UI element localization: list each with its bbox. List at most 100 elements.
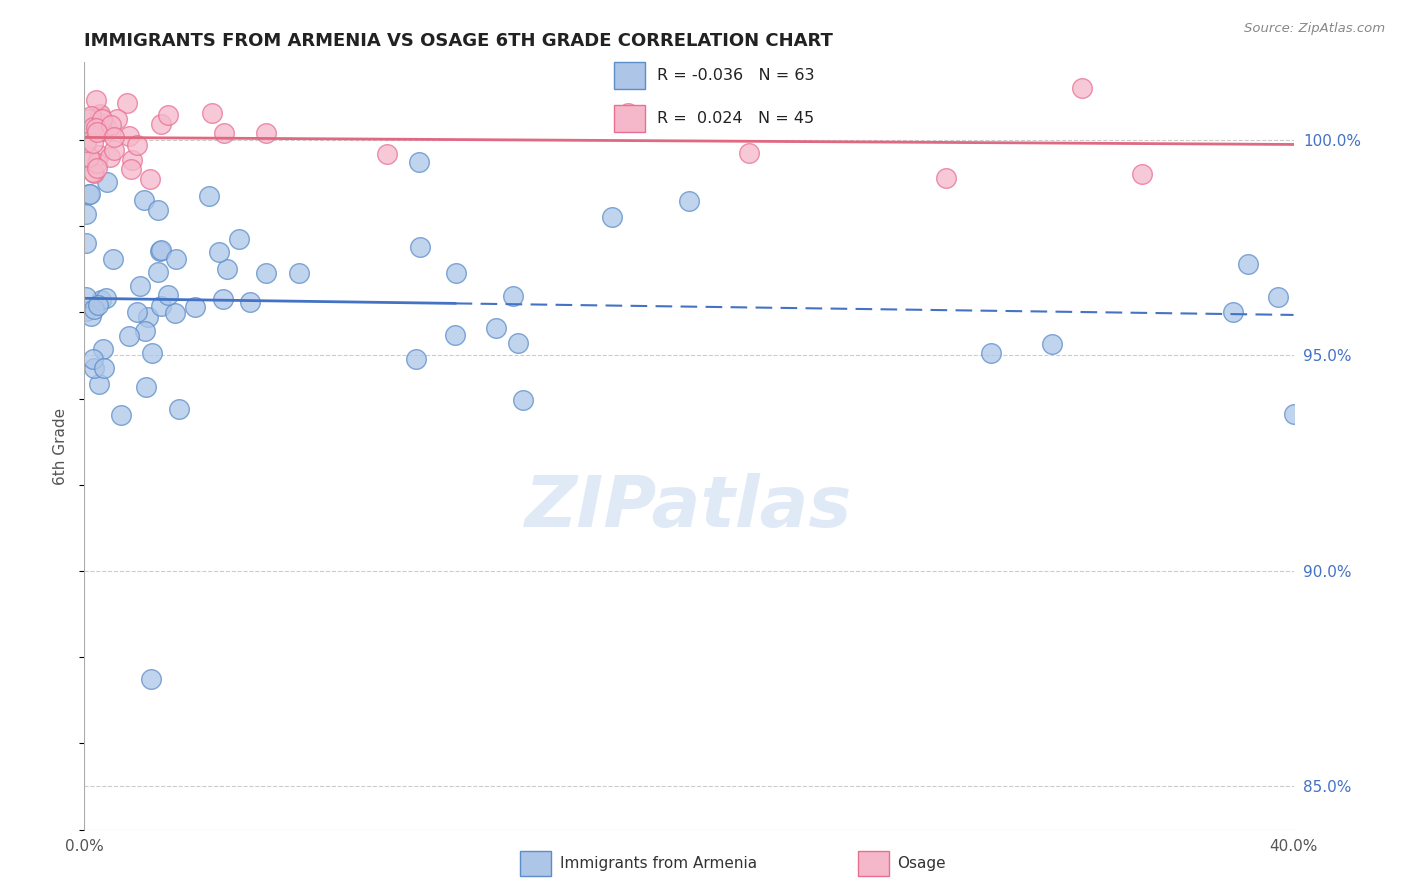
Point (375, 147, 398, 161)
Point (83, 302, 105, 317)
Point (980, 346, 1002, 360)
Point (208, 244, 231, 259)
Point (217, 262, 239, 277)
Point (139, 672, 162, 686)
Point (75, 207, 97, 221)
Point (228, 231, 250, 245)
Point (1267, 290, 1289, 304)
Point (405, 351, 427, 366)
Point (128, 278, 150, 293)
Point (76, 135, 98, 149)
FancyBboxPatch shape (614, 105, 645, 132)
Point (110, 409, 132, 423)
Point (156, 108, 179, 122)
Point (118, 329, 141, 343)
Point (82, 352, 104, 367)
Point (167, 402, 190, 417)
Text: R = -0.036   N = 63: R = -0.036 N = 63 (657, 69, 814, 83)
Point (138, 172, 160, 186)
Point (136, 310, 159, 324)
Point (120, 162, 142, 177)
Point (89, 148, 111, 162)
Point (79, 186, 101, 201)
Point (146, 265, 169, 279)
Point (408, 154, 430, 169)
Point (75, 304, 97, 318)
Point (83, 361, 105, 376)
Point (84, 93, 107, 107)
Point (82, 165, 104, 179)
Point (1040, 337, 1063, 351)
Point (254, 126, 277, 140)
Text: IMMIGRANTS FROM ARMENIA VS OSAGE 6TH GRADE CORRELATION CHART: IMMIGRANTS FROM ARMENIA VS OSAGE 6TH GRA… (84, 32, 834, 50)
Point (1282, 407, 1305, 421)
Point (485, 320, 508, 334)
Point (94, 291, 117, 305)
Point (121, 153, 143, 167)
Point (254, 266, 277, 280)
Point (125, 138, 148, 153)
Point (89, 107, 111, 121)
Text: Immigrants from Armenia: Immigrants from Armenia (560, 856, 756, 871)
Point (141, 346, 163, 360)
Point (90, 293, 112, 307)
Point (150, 299, 173, 313)
Point (935, 171, 957, 186)
Point (96, 175, 118, 189)
Point (157, 287, 180, 301)
Point (91, 342, 114, 356)
Point (97, 122, 120, 136)
Point (617, 105, 640, 120)
Point (508, 336, 530, 351)
Point (82, 136, 104, 150)
Point (76, 112, 98, 126)
Point (87, 298, 110, 312)
Point (75, 137, 97, 152)
Point (444, 327, 467, 342)
Point (105, 112, 128, 127)
Point (197, 189, 219, 203)
Point (165, 252, 187, 266)
Point (602, 211, 624, 225)
Point (239, 294, 262, 309)
Point (86, 120, 108, 135)
Point (214, 126, 236, 140)
Point (1132, 167, 1154, 181)
Point (83, 166, 105, 180)
Point (75, 236, 97, 251)
Point (86, 125, 108, 139)
Point (288, 266, 311, 280)
Text: Osage: Osage (897, 856, 946, 871)
Point (512, 392, 534, 407)
Point (201, 105, 224, 120)
Point (100, 119, 122, 133)
Point (91, 124, 114, 138)
Point (100, 150, 122, 164)
Point (149, 117, 172, 131)
Point (183, 301, 205, 315)
Point (93, 360, 115, 375)
FancyBboxPatch shape (614, 62, 645, 89)
Point (79, 151, 101, 165)
Point (86, 156, 108, 170)
Point (1237, 257, 1260, 271)
Point (77, 187, 100, 202)
Point (150, 244, 173, 258)
Point (75, 290, 97, 304)
Point (134, 324, 156, 338)
Point (86, 161, 108, 176)
Point (1222, 305, 1244, 319)
Point (79, 309, 101, 323)
Point (103, 143, 125, 157)
Point (163, 306, 186, 320)
Point (90, 112, 112, 127)
Point (409, 240, 432, 254)
Text: ZIPatlas: ZIPatlas (526, 473, 852, 541)
Point (80, 109, 103, 123)
Point (146, 202, 169, 217)
Point (115, 95, 138, 110)
Point (678, 194, 700, 209)
Point (134, 193, 156, 207)
Y-axis label: 6th Grade: 6th Grade (53, 408, 69, 484)
Point (125, 305, 148, 319)
